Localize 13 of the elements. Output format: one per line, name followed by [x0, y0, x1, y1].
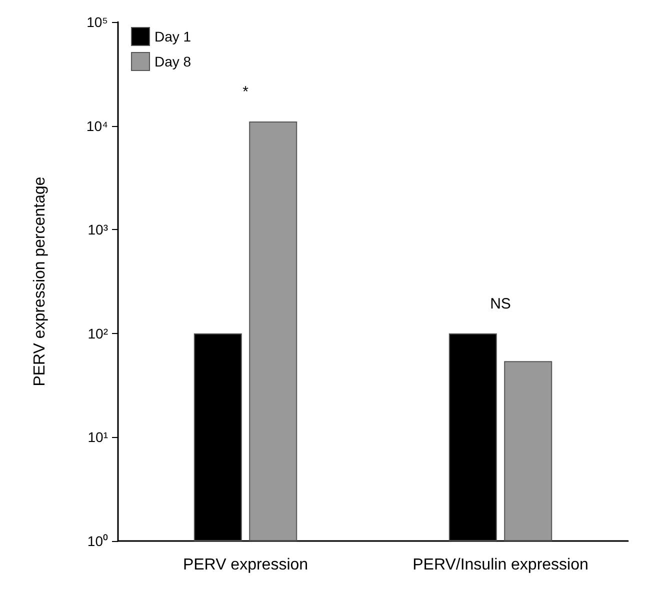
- y-tick-label: 10⁴: [86, 118, 108, 134]
- y-axis-title: PERV expression percentage: [32, 176, 48, 386]
- annotation: *: [242, 84, 249, 101]
- annotation: NS: [490, 295, 511, 312]
- y-tick-label: 10³: [88, 222, 108, 238]
- y-tick-label: 10⁵: [86, 14, 108, 30]
- legend-label: Day 1: [154, 28, 192, 44]
- y-tick-label: 10¹: [88, 429, 108, 446]
- x-tick-label: PERV/Insulin expression: [412, 556, 588, 574]
- y-tick-label: 10⁰: [87, 533, 108, 549]
- legend-label: Day 8: [154, 54, 192, 70]
- y-tick-label: 10²: [88, 325, 108, 342]
- x-tick-label: PERV expression: [182, 556, 308, 574]
